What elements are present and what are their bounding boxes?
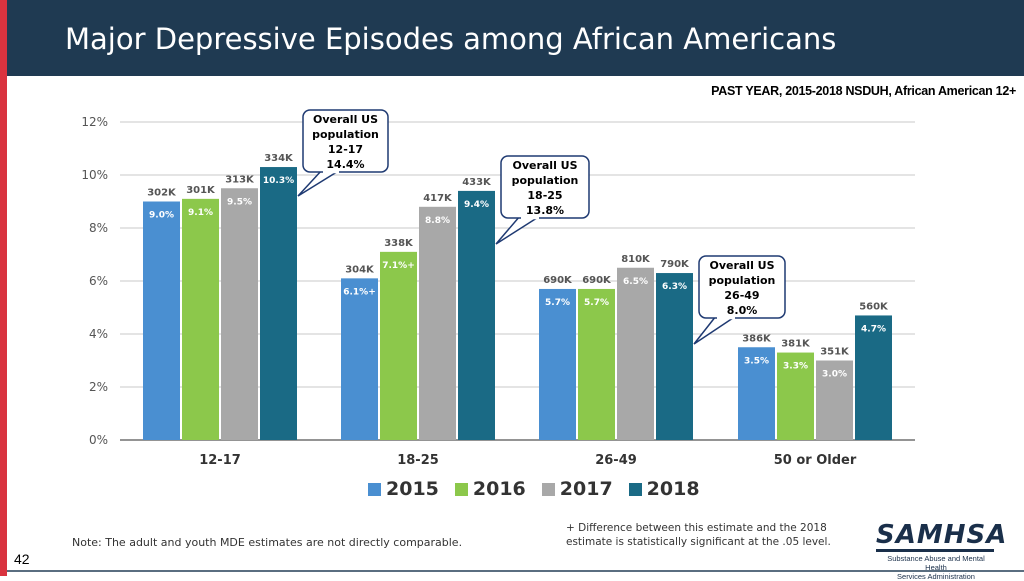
- callout-text-line: 8.0%: [727, 304, 758, 317]
- legend-item-2017: 2017: [542, 478, 613, 500]
- callout-text-line: population: [512, 174, 579, 187]
- legend-label-2017: 2017: [560, 478, 613, 500]
- legend-swatch-2015: [368, 483, 381, 496]
- y-tick-label: 8%: [89, 221, 108, 235]
- logo-subtitle: Substance Abuse and Mental Health Servic…: [876, 554, 996, 581]
- callout-text-line: Overall US: [512, 159, 577, 172]
- callout-text-line: population: [312, 128, 379, 141]
- bar-count-label: 386K: [742, 333, 772, 344]
- y-tick-label: 4%: [89, 327, 108, 341]
- bar-2018-26-49: [656, 273, 693, 440]
- callout-text-line: Overall US: [313, 113, 378, 126]
- bar-2016-26-49: [578, 289, 615, 440]
- page-number: 42: [14, 551, 30, 567]
- chart-legend: 2015 2016 2017 2018: [368, 478, 700, 500]
- bar-count-label: 302K: [147, 188, 177, 199]
- legend-item-2015: 2015: [368, 478, 439, 500]
- bar-value-label: 3.0%: [822, 370, 847, 380]
- significance-footnote: + Difference between this estimate and t…: [566, 521, 866, 549]
- callout-text-line: 26-49: [724, 289, 759, 302]
- bar-value-label: 5.7%: [545, 298, 570, 308]
- y-tick-label: 2%: [89, 380, 108, 394]
- bar-value-label: 5.7%: [584, 298, 609, 308]
- bar-value-label: 9.4%: [464, 200, 489, 210]
- bar-2016-12-17: [182, 199, 219, 440]
- bar-2015-12-17: [143, 202, 180, 441]
- x-category-label: 18-25: [397, 453, 439, 468]
- bar-count-label: 381K: [781, 339, 811, 350]
- legend-swatch-2016: [455, 483, 468, 496]
- legend-item-2018: 2018: [629, 478, 700, 500]
- legend-label-2016: 2016: [473, 478, 526, 500]
- x-category-label: 12-17: [199, 453, 241, 468]
- bar-value-label: 10.3%: [263, 176, 294, 186]
- bar-2018-12-17: [260, 167, 297, 440]
- callout-pointer: [496, 216, 540, 244]
- bar-value-label: 9.1%: [188, 208, 213, 218]
- bar-count-label: 338K: [384, 238, 414, 249]
- callout-text-line: Overall US: [709, 259, 774, 272]
- bar-count-label: 433K: [462, 177, 492, 188]
- bottom-rule: [7, 570, 1024, 572]
- bar-value-label: 8.8%: [425, 216, 450, 226]
- callout-text-line: 18-25: [527, 189, 562, 202]
- bar-count-label: 313K: [225, 174, 255, 185]
- bar-value-label: 6.3%: [662, 282, 687, 292]
- bar-count-label: 560K: [859, 301, 889, 312]
- bar-count-label: 790K: [660, 259, 690, 270]
- note-text: Note: The adult and youth MDE estimates …: [72, 536, 462, 549]
- bar-value-label: 9.0%: [149, 211, 174, 221]
- bar-value-label: 7.1%+: [382, 261, 415, 271]
- legend-label-2015: 2015: [386, 478, 439, 500]
- bar-2017-12-17: [221, 188, 258, 440]
- callout-pointer: [298, 170, 340, 196]
- callout-text-line: population: [709, 274, 776, 287]
- bar-count-label: 334K: [264, 153, 294, 164]
- bar-2016-18-25: [380, 252, 417, 440]
- bar-value-label: 3.5%: [744, 356, 769, 366]
- bar-count-label: 690K: [543, 275, 573, 286]
- x-category-label: 26-49: [595, 453, 637, 468]
- samhsa-logo: SAMHSA Substance Abuse and Mental Health…: [876, 522, 1006, 581]
- legend-item-2016: 2016: [455, 478, 526, 500]
- bar-count-label: 810K: [621, 254, 651, 265]
- bar-value-label: 9.5%: [227, 197, 252, 207]
- x-category-label: 50 or Older: [774, 453, 857, 468]
- bar-count-label: 351K: [820, 347, 850, 358]
- y-tick-label: 6%: [89, 274, 108, 288]
- callout-pointer: [694, 316, 736, 344]
- bar-value-label: 6.1%+: [343, 287, 376, 297]
- bar-2018-18-25: [458, 191, 495, 440]
- callout-text-line: 14.4%: [326, 158, 364, 171]
- y-tick-label: 0%: [89, 433, 108, 447]
- bar-2017-26-49: [617, 268, 654, 440]
- bar-count-label: 690K: [582, 275, 612, 286]
- bar-count-label: 304K: [345, 264, 375, 275]
- bar-2017-18-25: [419, 207, 456, 440]
- bar-count-label: 301K: [186, 185, 216, 196]
- bar-2015-26-49: [539, 289, 576, 440]
- logo-subtitle-line2: Services Administration: [876, 572, 996, 581]
- callout-text-line: 12-17: [328, 143, 363, 156]
- bar-value-label: 6.5%: [623, 277, 648, 287]
- y-tick-label: 10%: [81, 168, 108, 182]
- bar-value-label: 4.7%: [861, 324, 886, 334]
- bar-2015-18-25: [341, 278, 378, 440]
- logo-wordmark: SAMHSA: [876, 522, 1006, 548]
- callout-text-line: 13.8%: [526, 204, 564, 217]
- legend-swatch-2017: [542, 483, 555, 496]
- bar-count-label: 417K: [423, 193, 453, 204]
- y-tick-label: 12%: [81, 115, 108, 129]
- legend-swatch-2018: [629, 483, 642, 496]
- legend-label-2018: 2018: [647, 478, 700, 500]
- bar-value-label: 3.3%: [783, 362, 808, 372]
